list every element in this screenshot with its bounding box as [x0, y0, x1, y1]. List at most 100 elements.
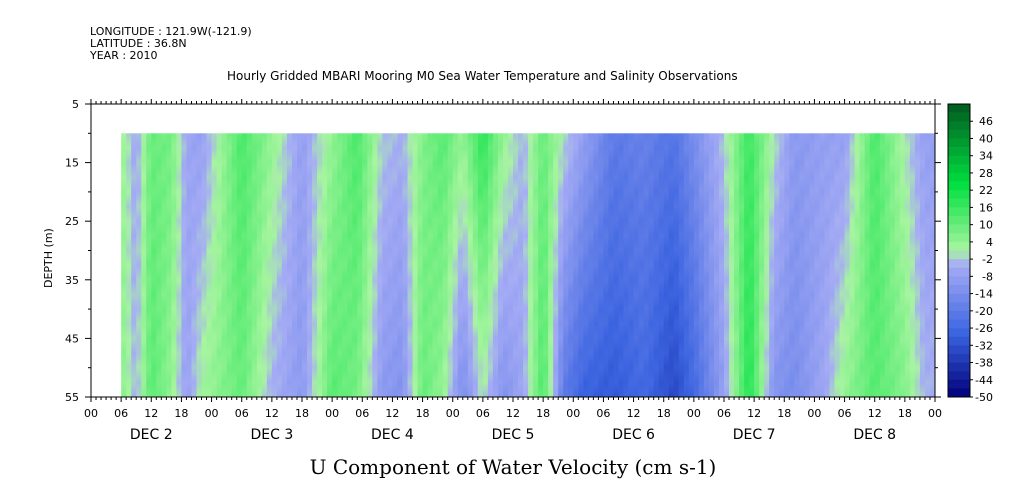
heatmap-cell: [588, 133, 594, 398]
colorbar-band: [948, 259, 970, 269]
heatmap-cell: [457, 133, 464, 398]
heatmap-cell: [392, 133, 398, 398]
heatmap-cell: [276, 133, 283, 398]
heatmap-cell: [417, 133, 423, 398]
heatmap-cell: [598, 133, 604, 398]
heatmap-cell: [703, 133, 710, 398]
heatmap-cell: [322, 133, 328, 398]
day-label: DEC 4: [371, 427, 414, 443]
colorbar: 46 40 34 28 22 16 10 4 -2 -8 -14 -20 -26 -32 -38 -44 -50: [947, 103, 993, 404]
x-tick-label: 18: [898, 407, 912, 420]
heatmap-cell: [251, 133, 258, 398]
heatmap-cell: [558, 133, 564, 398]
colorbar-label: 34: [979, 150, 993, 163]
colorbar-label: -26: [975, 322, 993, 335]
heatmap-cell: [302, 133, 308, 398]
heatmap-cell: [181, 133, 187, 398]
x-tick-label: 00: [446, 407, 460, 420]
heatmap-cell: [889, 133, 896, 398]
heatmap-cell: [261, 133, 268, 398]
x-axis-label: U Component of Water Velocity (cm s-1): [310, 455, 717, 479]
heatmap-cell: [608, 133, 614, 398]
day-label: DEC 3: [250, 427, 293, 443]
heatmap-cell: [176, 133, 182, 398]
heatmap-cell: [121, 133, 127, 398]
colorbar-label: -50: [975, 391, 993, 404]
x-tick-label: 12: [747, 407, 761, 420]
heatmap-cell: [794, 133, 800, 398]
heatmap-cell: [819, 133, 825, 398]
heatmap-cell: [271, 133, 278, 398]
colorbar-band: [948, 267, 970, 277]
x-tick-label: 18: [174, 407, 188, 420]
colorbar-band: [948, 302, 970, 312]
heatmap-cell: [734, 133, 740, 398]
heatmap-cell: [914, 133, 921, 398]
x-tick-label: 06: [717, 407, 731, 420]
day-label: DEC 2: [130, 427, 173, 443]
heatmap-cell: [618, 133, 624, 398]
heatmap-cell: [573, 133, 579, 398]
heatmap-cell: [849, 133, 856, 398]
heatmap-cell: [518, 133, 524, 398]
x-tick-label: 00: [84, 407, 98, 420]
heatmap-cell: [909, 133, 916, 398]
heatmap-cell: [357, 133, 363, 398]
colorbar-label: -44: [975, 374, 993, 387]
colorbar-band: [948, 198, 970, 208]
day-label: DEC 5: [492, 427, 535, 443]
heatmap-cell: [201, 133, 207, 398]
heatmap-cell: [166, 133, 172, 398]
x-tick-label: 06: [476, 407, 490, 420]
colorbar-label: -14: [975, 288, 993, 301]
x-tick-label: 18: [416, 407, 430, 420]
heatmap-cell: [578, 133, 584, 398]
heatmap-cell: [447, 133, 454, 398]
heatmap-cell: [774, 133, 780, 398]
colorbar-band: [948, 276, 970, 286]
x-tick-label: 06: [596, 407, 610, 420]
heatmap-cell: [412, 133, 418, 398]
heatmap-layer: [121, 133, 936, 398]
heatmap-cell: [764, 133, 770, 398]
colorbar-band: [948, 345, 970, 355]
colorbar-band: [948, 216, 970, 225]
heatmap-cell: [347, 133, 353, 398]
x-tick-label: 12: [868, 407, 882, 420]
latitude-label: LATITUDE : 36.8N: [90, 37, 187, 50]
heatmap-cell: [874, 133, 881, 398]
x-tick-label: 00: [205, 407, 219, 420]
heatmap-cell: [407, 133, 413, 398]
heatmap-cell: [784, 133, 790, 398]
colorbar-label: 22: [979, 184, 993, 197]
heatmap-cell: [312, 133, 318, 398]
x-tick-label: 18: [777, 407, 791, 420]
x-tick-label: 06: [235, 407, 249, 420]
chart-title: Hourly Gridded MBARI Mooring M0 Sea Wate…: [227, 69, 738, 83]
heatmap-cell: [211, 133, 217, 398]
heatmap-cell: [513, 133, 519, 398]
heatmap-cell: [789, 133, 795, 398]
colorbar-band: [948, 293, 970, 303]
heatmap-cell: [643, 133, 650, 398]
heatmap-cell: [206, 133, 212, 398]
heatmap-cell: [281, 133, 288, 398]
heatmap-cell: [859, 133, 866, 398]
heatmap-cell: [151, 133, 157, 398]
colorbar-label: -2: [982, 253, 993, 266]
x-tick-label: 12: [627, 407, 641, 420]
heatmap-cell: [337, 133, 343, 398]
heatmap-cell: [844, 133, 850, 398]
colorbar-band: [948, 250, 970, 260]
colorbar-band: [948, 284, 970, 294]
heatmap-cell: [924, 133, 931, 398]
colorbar-label: 16: [979, 201, 993, 214]
heatmap-cell: [749, 133, 755, 398]
heatmap-cell: [548, 133, 554, 398]
x-tick-label: 00: [325, 407, 339, 420]
y-tick-label: 55: [65, 391, 79, 404]
heatmap-cell: [452, 133, 459, 398]
colorbar-band: [948, 112, 970, 122]
heatmap-cell: [713, 133, 720, 398]
